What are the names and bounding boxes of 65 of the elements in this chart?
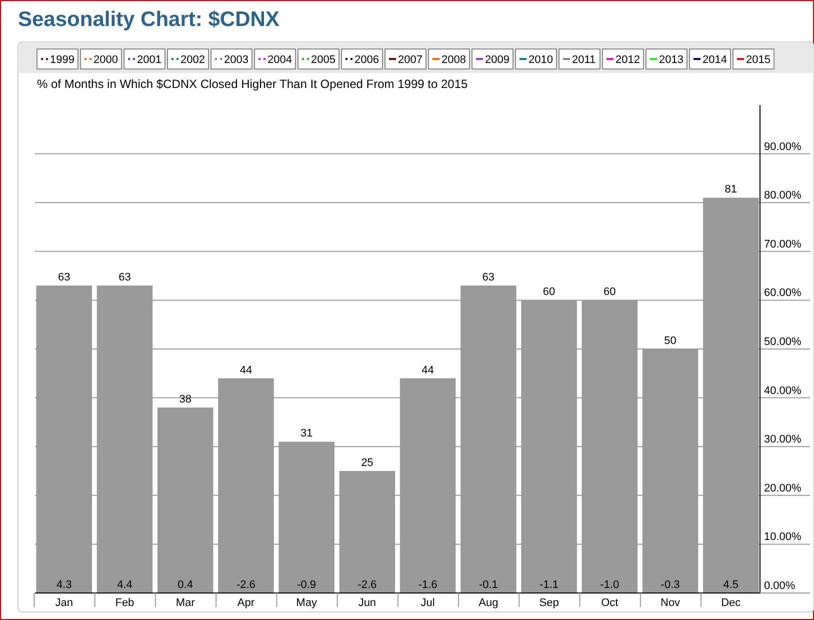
data-label: 81 [724, 184, 738, 196]
annotation: -0.1 [478, 579, 498, 591]
data-label: 44 [422, 364, 434, 376]
x-tick-label: Nov [660, 597, 681, 609]
x-tick-label: Jun [358, 597, 376, 609]
y-tick-label: 0.00% [764, 580, 796, 592]
data-label: 63 [118, 272, 131, 284]
legend-label: 1999 [50, 54, 74, 66]
legend-label: 2001 [137, 54, 162, 66]
annotation: 4.5 [723, 579, 739, 591]
chart-title: Seasonality Chart: $CDNX [18, 8, 280, 31]
legend-label: 2012 [616, 54, 640, 66]
annotation: -1.1 [540, 579, 559, 591]
legend-label: 2013 [659, 54, 684, 66]
data-label: 31 [300, 428, 313, 440]
x-tick-label: Sep [539, 597, 559, 609]
x-tick-label: Dec [721, 597, 742, 609]
data-label: 63 [58, 272, 70, 284]
data-label: 25 [361, 457, 374, 469]
legend-label: 2014 [702, 54, 727, 66]
data-label: 38 [179, 394, 192, 406]
annotation: 4.3 [56, 579, 72, 591]
y-tick-label: 30.00% [764, 434, 802, 446]
x-tick-label: Jul [420, 597, 435, 609]
annotation: -1.6 [418, 579, 438, 591]
x-tick-label: Feb [115, 597, 134, 609]
legend-label: 2011 [572, 54, 596, 66]
legend-label: 2009 [485, 54, 510, 66]
legend-label: 2015 [746, 54, 770, 66]
y-tick-label: 40.00% [764, 384, 802, 397]
annotation: -2.6 [358, 579, 377, 591]
legend-label: 2005 [311, 54, 336, 66]
legend-label: 2002 [180, 54, 205, 66]
legend-label: 2000 [94, 54, 118, 66]
legend-label: 2004 [268, 54, 292, 66]
data-label: 44 [240, 364, 252, 376]
y-tick-label: 50.00% [764, 336, 802, 348]
annotation: -0.9 [297, 579, 316, 591]
legend-label: 2006 [354, 54, 379, 66]
x-tick-label: Oct [601, 597, 618, 609]
data-label: 50 [664, 335, 676, 347]
y-tick-label: 90.00% [764, 140, 802, 153]
x-tick-label: Jan [55, 597, 73, 609]
chart-subtitle: % of Months in Which $CDNX Closed Higher Than It Opened From 1999 to 2015 [37, 77, 468, 91]
y-tick-label: 60.00% [764, 287, 802, 300]
legend-label: 2003 [224, 54, 248, 66]
data-label: 60 [604, 286, 616, 298]
legend-label: 2007 [398, 54, 422, 66]
data-label: 60 [542, 286, 556, 298]
x-tick-label: Mar [176, 597, 196, 609]
y-tick-label: 10.00% [764, 531, 802, 544]
annotation: 0.4 [178, 579, 193, 591]
annotation: -2.6 [236, 579, 256, 591]
data-label: 63 [482, 272, 495, 284]
legend-label: 2010 [528, 54, 553, 66]
y-tick-label: 70.00% [764, 238, 802, 250]
x-tick-label: Aug [478, 597, 498, 609]
y-tick-label: 80.00% [764, 190, 802, 202]
y-tick-label: 20.00% [764, 482, 802, 494]
legend-label: 2008 [442, 54, 466, 66]
x-tick-label: Apr [237, 597, 255, 609]
x-tick-label: May [296, 597, 318, 609]
annotation: -0.3 [660, 579, 680, 591]
annotation: 4.4 [117, 579, 132, 591]
annotation: -1.0 [600, 579, 620, 591]
